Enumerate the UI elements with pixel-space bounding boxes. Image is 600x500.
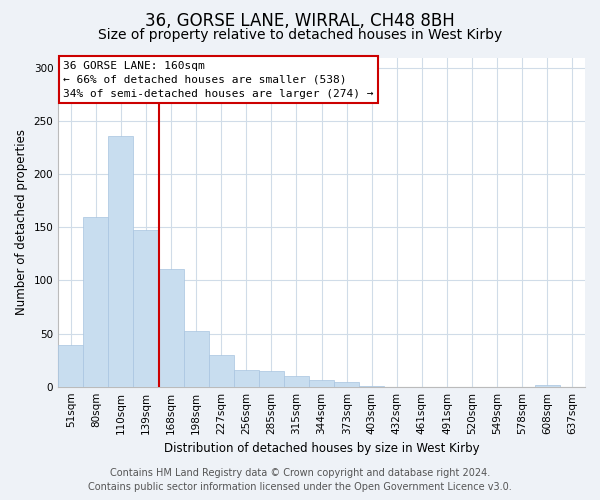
Bar xyxy=(309,380,334,386)
Text: Contains HM Land Registry data © Crown copyright and database right 2024.
Contai: Contains HM Land Registry data © Crown c… xyxy=(88,468,512,492)
Bar xyxy=(259,371,284,386)
Text: 36 GORSE LANE: 160sqm
← 66% of detached houses are smaller (538)
34% of semi-det: 36 GORSE LANE: 160sqm ← 66% of detached … xyxy=(64,61,374,99)
Bar xyxy=(234,370,259,386)
Bar xyxy=(158,269,184,386)
Bar xyxy=(133,230,158,386)
Bar xyxy=(83,217,109,386)
Bar xyxy=(334,382,359,386)
Bar xyxy=(284,376,309,386)
Y-axis label: Number of detached properties: Number of detached properties xyxy=(15,129,28,315)
Bar xyxy=(109,136,133,386)
Bar xyxy=(184,332,209,386)
Text: Size of property relative to detached houses in West Kirby: Size of property relative to detached ho… xyxy=(98,28,502,42)
Bar xyxy=(535,384,560,386)
Bar xyxy=(209,355,234,386)
Text: 36, GORSE LANE, WIRRAL, CH48 8BH: 36, GORSE LANE, WIRRAL, CH48 8BH xyxy=(145,12,455,30)
X-axis label: Distribution of detached houses by size in West Kirby: Distribution of detached houses by size … xyxy=(164,442,479,455)
Bar xyxy=(58,346,83,387)
